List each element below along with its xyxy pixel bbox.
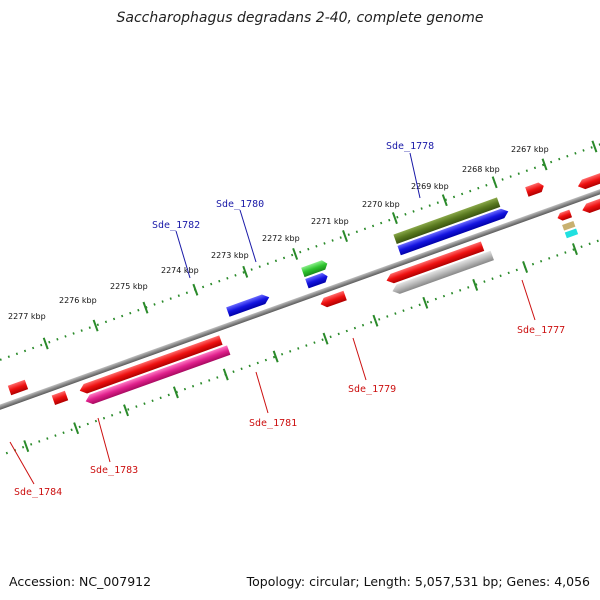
scale-label: 2273 kbp [211,251,249,260]
feature-blue-long[interactable] [397,207,510,256]
feature-red-far-right[interactable] [581,181,600,215]
scale-tick [491,176,498,189]
forward-strand-features [7,161,600,396]
scale-label: 2267 kbp [511,145,549,154]
scale-label: 2268 kbp [462,165,500,174]
gene-labels: Sde_1778 Sde_1780 Sde_1782 Sde_1777 Sde_… [14,141,565,498]
scale-tick [541,158,548,171]
scale-label: 2275 kbp [110,282,148,291]
gene-label-sde-1783[interactable]: Sde_1783 [90,465,138,476]
scale-label: 2269 kbp [411,182,449,191]
gene-label-sde-1777[interactable]: Sde_1777 [517,325,565,336]
gene-label-sde-1779[interactable]: Sde_1779 [348,384,396,395]
lower-scale-ring [0,206,600,472]
scale-tick [292,247,299,260]
gene-label-sde-1781[interactable]: Sde_1781 [249,418,297,429]
genome-backbone [0,162,600,431]
genome-title: Saccharophagus degradans 2-40, complete … [116,10,484,26]
scale-label: 2271 kbp [311,217,349,226]
scale-tick [142,301,149,314]
scale-tick [472,278,479,291]
scale-tick [572,243,578,256]
feature-sde-1783[interactable] [84,345,231,406]
scale-label: 2276 kbp [59,296,97,305]
feature-sde-1782[interactable] [226,293,271,317]
feature-sde-1781[interactable] [319,290,347,309]
scale-tick [123,404,129,417]
feature-sde-1778[interactable] [393,197,501,245]
scale-tick [322,332,329,345]
gene-leaders [9,152,536,485]
scale-tick [441,194,448,207]
feature-red-long-left[interactable] [78,335,223,395]
reverse-strand-features [51,181,600,406]
scale-tick [422,296,429,309]
feature-sde-1777-cyan[interactable] [564,228,579,239]
scale-major-ticks [23,140,598,453]
scale-tick [172,386,179,399]
upper-scale-ring [0,121,600,388]
scale-label: 2277 kbp [8,312,46,321]
scale-tick [192,283,199,296]
scale-tick [272,350,279,363]
scale-labels: 2267 kbp 2268 kbp 2269 kbp 2270 kbp 2271… [8,145,549,321]
feature-gray[interactable] [391,250,494,296]
scale-tick [372,314,379,327]
feature-sde-1784[interactable] [51,390,69,405]
feature-sde-1779[interactable] [385,241,485,285]
scale-tick [73,422,80,435]
scale-tick [342,230,348,243]
scale-tick [391,212,398,225]
scale-label: 2272 kbp [262,234,300,243]
accession-text: Accession: NC_007912 [9,574,152,589]
scale-tick [522,261,529,273]
scale-tick [23,440,30,453]
gene-label-sde-1778[interactable]: Sde_1778 [386,141,434,152]
scale-tick [92,319,99,332]
gene-label-sde-1784[interactable]: Sde_1784 [14,487,62,498]
feature-sde-1777-red[interactable] [556,209,573,222]
feature-sde-1777-tan[interactable] [562,220,576,231]
scale-label: 2270 kbp [362,200,400,209]
scale-label: 2274 kbp [161,266,199,275]
scale-tick [42,337,49,350]
feature-red-left[interactable] [7,379,29,396]
feature-red-right[interactable] [576,161,600,191]
feature-blue-small[interactable] [305,272,329,289]
scale-tick [591,140,598,153]
feature-sde-1780[interactable] [301,259,329,278]
gene-label-sde-1780[interactable]: Sde_1780 [216,199,264,210]
genome-summary-text: Topology: circular; Length: 5,057,531 bp… [246,574,590,589]
scale-tick [222,368,229,381]
feature-red-tip[interactable] [525,181,545,197]
scale-tick [242,265,249,278]
gene-label-sde-1782[interactable]: Sde_1782 [152,220,200,231]
